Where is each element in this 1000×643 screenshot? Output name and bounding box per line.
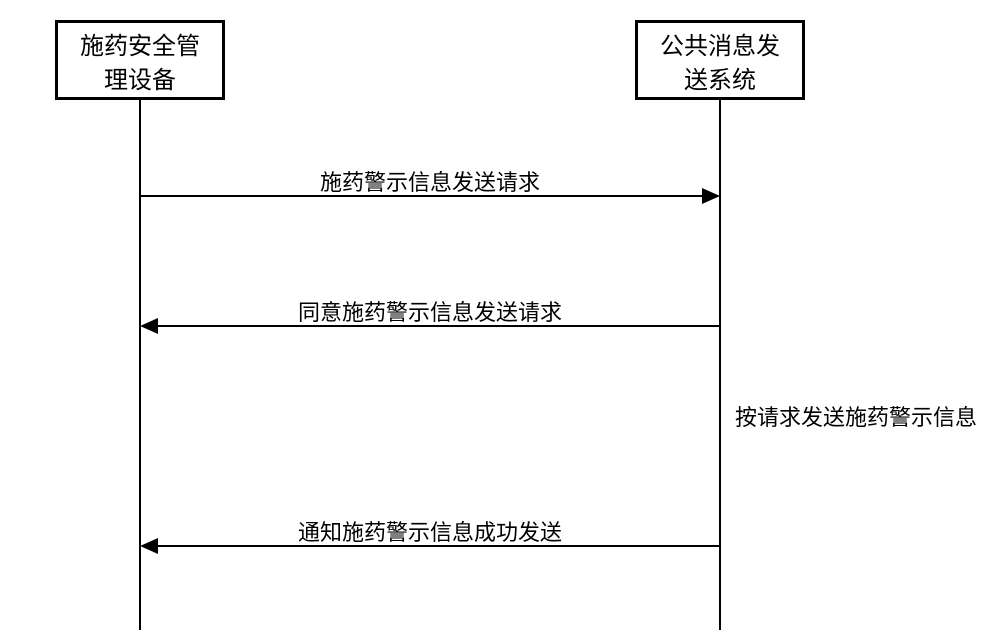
message-4-line — [155, 545, 720, 547]
message-1-arrowhead — [702, 188, 720, 204]
message-1-label: 施药警示信息发送请求 — [240, 165, 620, 197]
participant-right-line1: 公共消息发 — [660, 34, 780, 60]
message-4-arrowhead — [140, 538, 158, 554]
message-3-label: 按请求发送施药警示信息 — [735, 400, 977, 432]
lifeline-right — [719, 100, 721, 630]
participant-left-line2: 理设备 — [104, 68, 176, 94]
message-2-label: 同意施药警示信息发送请求 — [240, 295, 620, 327]
participant-right-line2: 送系统 — [684, 68, 756, 94]
message-4-label: 通知施药警示信息成功发送 — [240, 515, 620, 547]
participant-box-left: 施药安全管 理设备 — [55, 20, 225, 100]
participant-left-line1: 施药安全管 — [80, 34, 200, 60]
message-1-line — [140, 195, 705, 197]
message-2-line — [155, 325, 720, 327]
participant-box-right: 公共消息发 送系统 — [635, 20, 805, 100]
message-2-arrowhead — [140, 318, 158, 334]
